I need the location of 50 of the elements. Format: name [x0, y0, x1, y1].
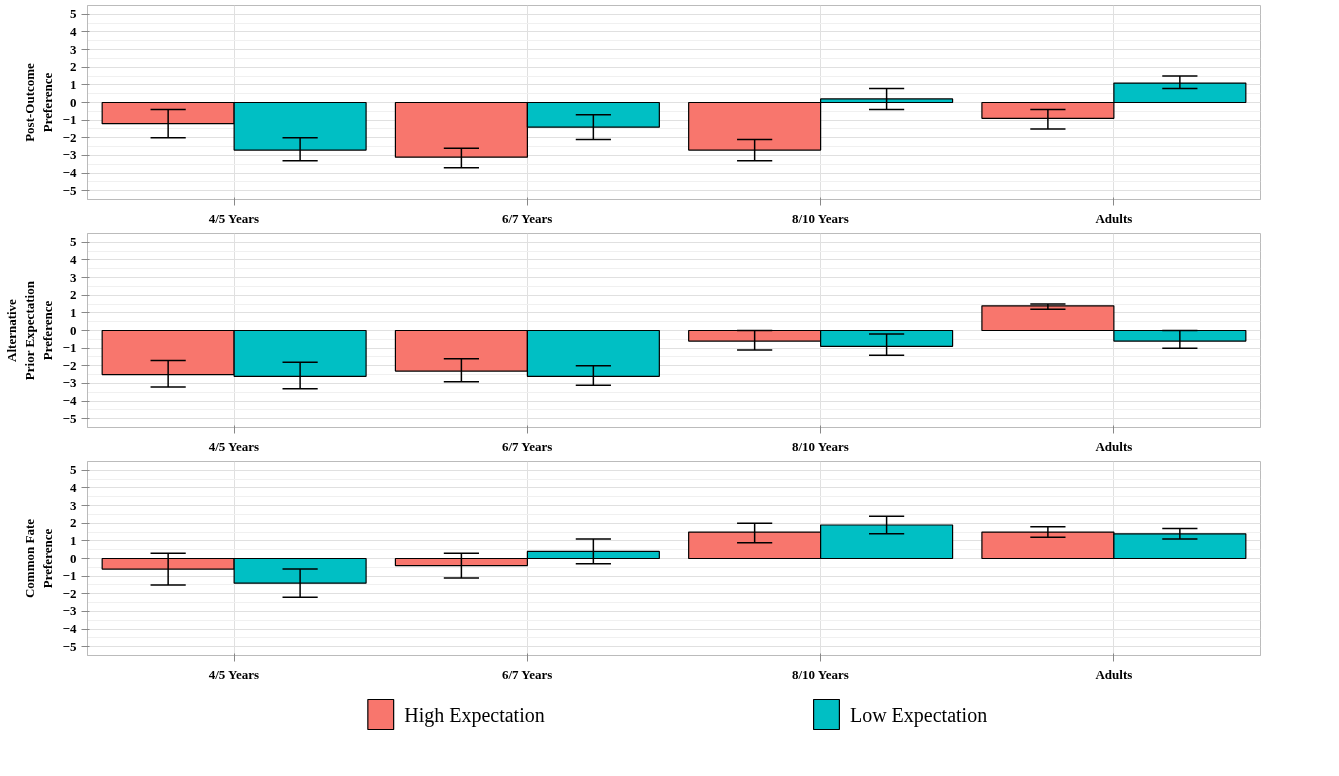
y-tick-label: −4 — [62, 165, 77, 181]
y-tick-label: 2 — [70, 515, 77, 531]
y-tick-label: 4 — [70, 479, 77, 495]
y-tick-label: 2 — [70, 287, 77, 303]
y-tick-label: 1 — [70, 76, 77, 92]
y-tick-label: 1 — [70, 304, 77, 320]
x-tick-label: 4/5 Years — [208, 666, 260, 682]
y-tick-label: −4 — [62, 393, 77, 409]
y-tick-label: −3 — [62, 147, 77, 163]
x-tick-label: 8/10 Years — [791, 210, 849, 226]
y-tick-label: 4 — [70, 23, 77, 39]
x-tick-label: 4/5 Years — [208, 438, 260, 454]
y-tick-label: 5 — [70, 462, 77, 478]
x-tick-label: 6/7 Years — [501, 438, 553, 454]
y-tick-label: −2 — [62, 585, 77, 601]
y-axis-title: Common Fate Preference — [21, 518, 55, 599]
y-tick-label: 5 — [70, 6, 77, 22]
y-tick-label: −2 — [62, 129, 77, 145]
y-tick-label: −1 — [62, 568, 77, 584]
y-tick-label: 3 — [70, 269, 77, 285]
y-axis-title: Alternative Prior Expectation Preference — [3, 280, 55, 381]
x-tick-label: 8/10 Years — [791, 438, 849, 454]
y-tick-label: 5 — [70, 234, 77, 250]
y-tick-label: −5 — [62, 638, 77, 654]
y-tick-label: 0 — [70, 322, 77, 338]
x-tick-label: 4/5 Years — [208, 210, 260, 226]
y-tick-label: −4 — [62, 621, 77, 637]
y-tick-label: −2 — [62, 357, 77, 373]
legend-label: High Expectation — [404, 703, 545, 727]
x-tick-label: 6/7 Years — [501, 210, 553, 226]
y-tick-label: 4 — [70, 251, 77, 267]
y-tick-label: −1 — [62, 112, 77, 128]
y-tick-label: 2 — [70, 59, 77, 75]
y-tick-label: −1 — [62, 340, 77, 356]
y-tick-label: 3 — [70, 41, 77, 57]
x-tick-label: Adults — [1095, 666, 1133, 682]
y-tick-label: 0 — [70, 94, 77, 110]
x-tick-label: Adults — [1095, 210, 1133, 226]
y-tick-label: 3 — [70, 497, 77, 513]
y-axis-title: Post-Outcome Preference — [21, 62, 55, 142]
y-tick-label: 1 — [70, 532, 77, 548]
y-tick-label: 0 — [70, 550, 77, 566]
x-tick-label: 6/7 Years — [501, 666, 553, 682]
y-tick-label: −5 — [62, 410, 77, 426]
y-tick-label: −5 — [62, 182, 77, 198]
y-tick-label: −3 — [62, 375, 77, 391]
x-tick-label: Adults — [1095, 438, 1133, 454]
legend-label: Low Expectation — [849, 703, 988, 727]
x-tick-label: 8/10 Years — [791, 666, 849, 682]
y-tick-label: −3 — [62, 603, 77, 619]
